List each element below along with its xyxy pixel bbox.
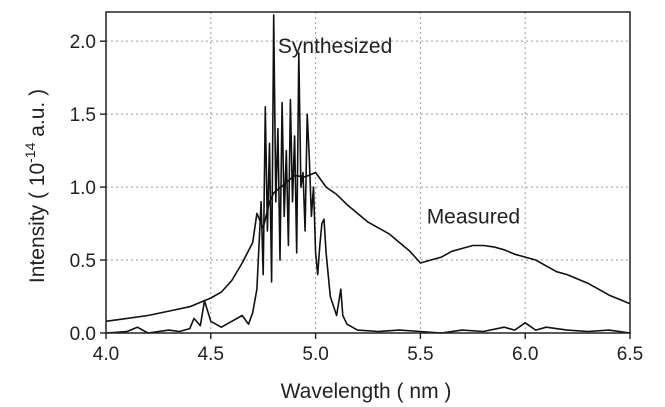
measured-series-line — [105, 171, 631, 323]
y-axis-title-exponent: -14 — [22, 142, 38, 162]
x-tick-label: 4.5 — [198, 344, 224, 365]
plot-frame — [105, 11, 631, 334]
x-tick-label: 5.5 — [407, 344, 433, 365]
x-tick-label: 5.0 — [302, 344, 328, 365]
y-tick-label: 1.0 — [70, 178, 96, 199]
x-tick-label: 6.5 — [617, 344, 643, 365]
y-axis-title-tail: a.u. ) — [26, 89, 49, 143]
synthesized-label: Synthesized — [278, 35, 392, 58]
y-tick-label: 0.5 — [70, 251, 96, 272]
axis-ticks: 4.0 4.5 5.0 5.5 6.0 6.5 0.0 0.5 1.0 1.5 2.0 — [70, 32, 644, 365]
series-lines — [105, 14, 631, 334]
synthesized-series-line — [105, 14, 631, 334]
x-axis-title: Wavelength ( nm ) — [281, 380, 452, 403]
x-tick-label: 4.0 — [93, 344, 119, 365]
y-tick-label: 0.0 — [70, 324, 96, 345]
grid-lines — [106, 12, 630, 333]
y-tick-label: 1.5 — [70, 105, 96, 126]
x-tick-label: 6.0 — [512, 344, 538, 365]
y-tick-label: 2.0 — [70, 32, 96, 53]
series-labels: Measured Synthesized — [278, 35, 520, 229]
measured-label: Measured — [427, 206, 520, 229]
y-axis-title-main: Intensity ( 10 — [26, 163, 49, 283]
y-axis-title: Intensity ( 10-14 a.u. ) — [22, 89, 49, 283]
